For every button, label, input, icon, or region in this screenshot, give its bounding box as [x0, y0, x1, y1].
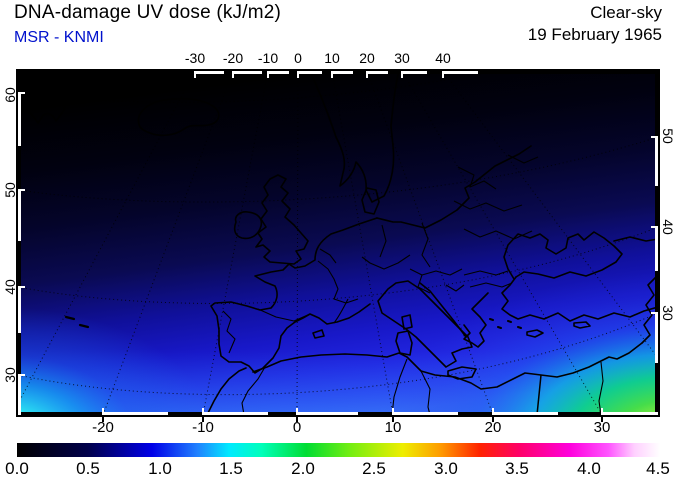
graticule — [11, 28, 659, 416]
coast-sicily — [447, 366, 477, 380]
axis-label-top-4: 0 — [294, 50, 302, 66]
condition-label: Clear-sky — [590, 3, 662, 22]
colorbar-label-2: 0.5 — [76, 459, 100, 478]
bottom-tick — [601, 417, 603, 422]
coast-denmark — [361, 187, 380, 215]
coast-greece — [463, 292, 489, 348]
bottom-tick — [296, 417, 298, 422]
coastlines — [17, 70, 659, 416]
coast-britain — [255, 174, 309, 265]
zebra-frame — [18, 71, 658, 415]
page-title: DNA-damage UV dose (kJ/m2) — [14, 2, 282, 23]
axis-label-right-30: 30 — [660, 305, 676, 321]
coast-anatolia — [501, 276, 659, 322]
coast-iceland — [137, 97, 220, 137]
bottom-tick — [392, 417, 394, 422]
source-label: MSR - KNMI — [14, 29, 104, 46]
axis-label-top-2: -20 — [222, 50, 244, 66]
axis-label-top-7: 30 — [394, 50, 410, 66]
azores-islands — [64, 315, 90, 329]
coast-balearics — [312, 329, 325, 339]
axis-label-right-40: 40 — [660, 219, 676, 235]
coast-crete — [526, 329, 544, 338]
coast-scandinavia — [309, 70, 400, 203]
axis-label-bottom-4: 10 — [384, 419, 402, 436]
coast-cyprus — [573, 321, 591, 329]
coast-west-europe — [210, 217, 378, 374]
colorbar-label-1: 0.0 — [5, 459, 29, 478]
axis-label-bottom-3: 0 — [292, 419, 302, 436]
coast-north-africa — [252, 342, 643, 390]
axis-label-bottom-5: 20 — [484, 419, 502, 436]
colorbar-label-5: 2.0 — [291, 459, 315, 478]
aegean-islands — [489, 318, 522, 329]
coast-morocco — [206, 367, 247, 416]
axis-label-left-50: 50 — [2, 182, 18, 198]
axis-label-left-40: 40 — [2, 279, 18, 295]
axis-label-top-8: 40 — [435, 50, 451, 66]
axis-label-bottom-1: -20 — [92, 419, 114, 436]
colorbar-label-4: 1.5 — [219, 459, 243, 478]
coast-italy — [377, 280, 473, 368]
colorbar-label-7: 3.0 — [434, 459, 458, 478]
colorbar-label-3: 1.0 — [148, 459, 172, 478]
dose-field — [18, 71, 658, 415]
coast-caspian — [613, 236, 659, 242]
colorbar — [17, 443, 660, 457]
axis-label-top-6: 20 — [359, 50, 375, 66]
axis-label-top-1: -30 — [184, 50, 206, 66]
colorbar-label-9: 4.0 — [577, 459, 601, 478]
map-frame — [11, 28, 660, 417]
axis-label-bottom-2: -10 — [192, 419, 214, 436]
axis-label-right-50: 50 — [660, 128, 676, 144]
coast-ireland — [233, 211, 263, 240]
colorbar-label-8: 3.5 — [505, 459, 529, 478]
coast-greenland — [17, 74, 67, 124]
coast-black-sea — [503, 231, 623, 280]
coast-adriatic-east — [419, 282, 467, 338]
axis-label-top-5: 10 — [324, 50, 340, 66]
axis-label-left-60: 60 — [2, 87, 18, 103]
colorbar-label-6: 2.5 — [362, 459, 386, 478]
uv-dose-map — [11, 28, 659, 416]
bottom-tick — [202, 417, 204, 422]
colorbar-label-10: 4.5 — [646, 459, 670, 478]
axis-label-bottom-6: 30 — [593, 419, 611, 436]
date-label: 19 February 1965 — [527, 25, 662, 44]
coast-sardinia — [395, 330, 413, 356]
inner-tick-marks — [18, 71, 658, 415]
coast-levant — [641, 276, 657, 344]
axis-label-left-30: 30 — [2, 367, 18, 383]
country-borders — [222, 154, 604, 416]
bottom-tick — [102, 417, 104, 422]
bottom-tick — [492, 417, 494, 422]
coast-corsica — [401, 314, 413, 330]
coast-baltic — [376, 145, 532, 229]
axis-label-top-3: -10 — [257, 50, 279, 66]
